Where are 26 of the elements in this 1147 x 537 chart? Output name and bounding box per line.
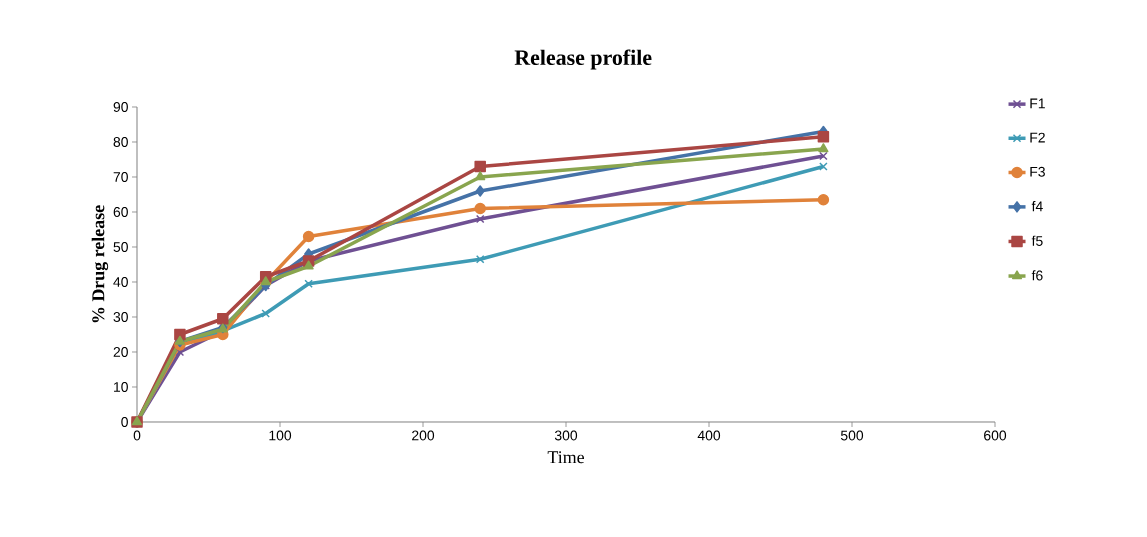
x-tick-label: 600 xyxy=(984,430,1007,441)
x-tick-label: 400 xyxy=(697,430,721,441)
y-axis-title: % Drug release xyxy=(91,205,109,323)
x-tick-label: 300 xyxy=(554,430,578,441)
y-tick-label: 70 xyxy=(113,172,128,182)
y-tick-label: 90 xyxy=(113,102,128,112)
x-tick-label: 200 xyxy=(412,430,435,441)
y-tick-label: 50 xyxy=(113,242,128,252)
legend-label: f5 xyxy=(1031,235,1043,246)
y-tick-label: 60 xyxy=(113,207,128,217)
legend-label: f6 xyxy=(1031,270,1043,281)
y-tick-label: 10 xyxy=(114,382,128,392)
legend-label: f4 xyxy=(1031,201,1043,212)
legend-label: F3 xyxy=(1030,166,1045,177)
x-tick-label: 100 xyxy=(269,430,292,441)
x-tick-label: 0 xyxy=(133,430,141,441)
y-tick-label: 30 xyxy=(113,312,128,322)
legend-label: F2 xyxy=(1030,132,1045,143)
chart-title: Release profile xyxy=(514,49,652,70)
y-tick-label: 20 xyxy=(113,347,128,357)
x-axis-title: Time xyxy=(547,451,585,464)
legend-label: F1 xyxy=(1030,98,1045,109)
y-tick-label: 80 xyxy=(113,137,128,147)
y-tick-label: 0 xyxy=(121,417,128,427)
x-tick-label: 500 xyxy=(840,430,864,441)
y-tick-label: 40 xyxy=(113,277,128,287)
